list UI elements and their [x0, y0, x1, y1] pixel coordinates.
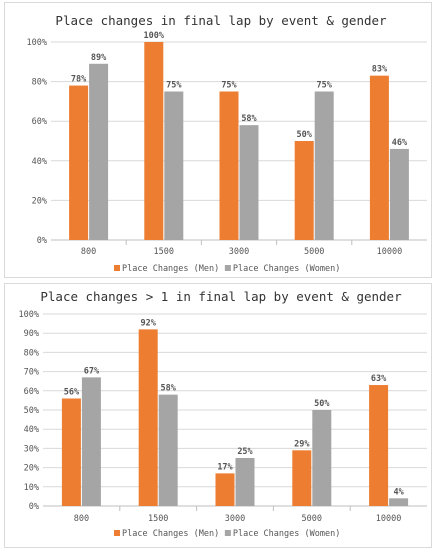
y-tick-label: 40%: [32, 157, 47, 167]
x-tick-label: 10000: [376, 514, 402, 524]
bar-men-800: [61, 398, 81, 506]
legend-item-men: Place Changes (Men): [114, 529, 219, 539]
legend-item-women: Place Changes (Women): [224, 264, 340, 274]
data-label: 50%: [297, 130, 313, 140]
x-tick-label: 3000: [225, 514, 245, 524]
x-tick-label: 3000: [229, 247, 249, 257]
bar-men-1500: [138, 329, 158, 506]
y-tick-label: 20%: [24, 464, 39, 474]
legend-item-women: Place Changes (Women): [224, 529, 340, 539]
legend-swatch: [114, 265, 120, 271]
bars: 56% 67% 92% 58% 17% 25% 29% 50% 63% 4%: [61, 318, 409, 506]
bar-men-5000: [294, 141, 314, 240]
legend-label: Place Changes (Women): [233, 529, 340, 539]
legend-label: Place Changes (Women): [233, 264, 340, 274]
bar-men-10000: [369, 385, 389, 506]
data-label: 4%: [393, 487, 404, 497]
legend-swatch: [114, 530, 120, 536]
bar-women-1500: [164, 91, 184, 240]
data-label: 83%: [372, 65, 388, 75]
y-tick-label: 30%: [24, 444, 39, 454]
bar-men-10000: [369, 75, 389, 240]
bar-women-800: [81, 377, 101, 506]
data-label: 25%: [237, 447, 253, 457]
y-tick-label: 80%: [24, 348, 39, 358]
data-label: 75%: [221, 81, 237, 91]
y-tick-label: 80%: [32, 78, 47, 88]
legend-item-men: Place Changes (Men): [114, 264, 219, 274]
y-tick-label: 20%: [32, 196, 47, 206]
bar-men-5000: [292, 450, 312, 506]
data-label: 29%: [294, 439, 310, 449]
data-label: 67%: [84, 366, 100, 376]
chart-title: Place changes > 1 in final lap by event …: [40, 289, 402, 304]
chart-place-changes-gt1: Place changes > 1 in final lap by event …: [19, 289, 427, 539]
bar-men-3000: [215, 473, 235, 506]
chart-place-changes: Place changes in final lap by event & ge…: [27, 13, 427, 274]
bar-women-10000: [389, 148, 409, 240]
data-label: 78%: [71, 75, 87, 85]
data-label: 100%: [144, 31, 165, 41]
data-label: 56%: [64, 387, 80, 397]
data-label: 58%: [161, 384, 177, 394]
legend-swatch: [224, 530, 231, 536]
data-label: 63%: [371, 374, 387, 384]
data-label: 46%: [392, 138, 408, 148]
bar-men-1500: [144, 42, 164, 240]
y-tick-label: 60%: [24, 387, 39, 397]
y-tick-label: 10%: [24, 483, 39, 493]
chart-panel-place-changes: Place changes in final lap by event & ge…: [4, 2, 432, 278]
x-tick-label: 800: [74, 514, 89, 524]
y-tick-label: 40%: [24, 425, 39, 435]
bar-women-5000: [314, 91, 334, 240]
x-tick-label: 5000: [304, 247, 324, 257]
x-tick-label: 5000: [302, 514, 322, 524]
data-label: 50%: [314, 399, 330, 409]
bar-women-3000: [235, 458, 255, 506]
legend: Place Changes (Men) Place Changes (Women): [114, 264, 340, 274]
bar-men-3000: [219, 91, 239, 240]
bar-women-10000: [389, 498, 409, 506]
y-axis: 0% 20% 40% 60% 80% 100%: [27, 38, 427, 246]
bar-men-800: [69, 85, 89, 240]
x-tick-label: 800: [81, 247, 96, 257]
legend-swatch: [224, 265, 231, 271]
data-label: 75%: [317, 81, 333, 91]
bar-women-5000: [312, 410, 332, 506]
legend: Place Changes (Men) Place Changes (Women): [114, 529, 340, 539]
x-tick-label: 1500: [148, 514, 168, 524]
bars: 78% 89% 100% 75% 75% 58% 50% 75% 83% 46%: [69, 31, 409, 240]
y-tick-label: 100%: [19, 310, 39, 320]
data-label: 89%: [91, 53, 107, 63]
y-tick-label: 70%: [24, 368, 39, 378]
y-axis: 0% 10% 20% 30% 40% 50% 60% 70% 80% 90% 100%: [19, 310, 427, 512]
data-label: 75%: [166, 81, 182, 91]
data-label: 17%: [217, 462, 233, 472]
chart-title: Place changes in final lap by event & ge…: [55, 13, 387, 28]
legend-label: Place Changes (Men): [122, 529, 219, 539]
x-tick-label: 10000: [377, 247, 403, 257]
data-label: 58%: [241, 114, 257, 124]
y-tick-label: 50%: [24, 406, 39, 416]
y-tick-label: 60%: [32, 117, 47, 127]
y-tick-label: 90%: [24, 329, 39, 339]
x-tick-label: 1500: [154, 247, 174, 257]
y-tick-label: 0%: [29, 502, 39, 512]
bar-women-1500: [158, 394, 178, 506]
legend-label: Place Changes (Men): [122, 264, 219, 274]
bar-women-800: [89, 63, 109, 240]
bar-women-3000: [239, 125, 259, 240]
y-tick-label: 0%: [37, 236, 47, 246]
data-label: 92%: [141, 318, 157, 328]
chart-panel-place-changes-gt1: Place changes > 1 in final lap by event …: [4, 283, 432, 548]
y-tick-label: 100%: [27, 38, 47, 48]
